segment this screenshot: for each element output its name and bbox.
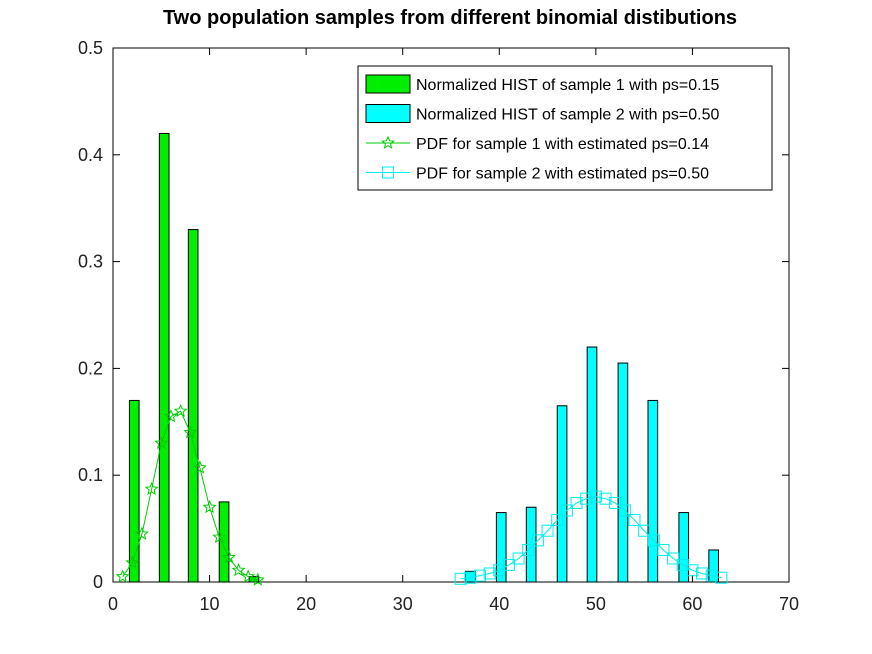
square-marker (628, 514, 641, 527)
y-tick-label: 0.1 (78, 465, 103, 485)
star-marker (154, 435, 169, 450)
x-tick-label: 30 (393, 594, 413, 614)
star-marker (144, 481, 159, 495)
bar-series-1 (128, 132, 260, 583)
legend-label: Normalized HIST of sample 2 with ps=0.50 (416, 107, 720, 124)
chart-title: Two population samples from different bi… (163, 7, 737, 29)
star-marker (192, 460, 207, 474)
pdf-line (460, 496, 722, 580)
square-marker (531, 534, 544, 547)
legend-swatch (365, 104, 411, 123)
square-marker (541, 524, 554, 537)
y-tick-label: 0.5 (78, 38, 103, 58)
bar-series-2 (464, 346, 720, 583)
bar (678, 512, 690, 583)
square-marker (705, 569, 718, 582)
star-marker (241, 569, 256, 583)
legend: Normalized HIST of sample 1 with ps=0.15… (357, 65, 773, 191)
axes-box (112, 47, 790, 583)
x-tick-label: 60 (682, 594, 702, 614)
square-marker (522, 543, 535, 556)
legend-star-marker (381, 135, 395, 149)
y-tick-label: 0.2 (78, 358, 103, 378)
legend-label: Normalized HIST of sample 1 with ps=0.15 (416, 77, 720, 94)
square-marker (609, 496, 622, 509)
bar (128, 399, 140, 583)
square-marker (696, 567, 709, 580)
bar (495, 512, 507, 583)
x-tick-label: 10 (200, 594, 220, 614)
square-marker (715, 571, 728, 584)
legend-label: PDF for sample 2 with estimated ps=0.50 (416, 166, 709, 183)
x-tick-label: 20 (296, 594, 316, 614)
square-marker (686, 564, 699, 577)
star-marker (115, 569, 130, 583)
bar (586, 346, 598, 583)
y-tick-label: 0.3 (78, 252, 103, 272)
star-marker (173, 403, 188, 418)
pdf-series-2 (454, 490, 728, 585)
bar (218, 501, 230, 583)
x-tick-label: 0 (108, 594, 118, 614)
bar (647, 399, 659, 583)
square-marker (464, 571, 477, 584)
star-marker (202, 499, 217, 514)
pdf-line (122, 410, 259, 581)
square-marker (570, 496, 583, 509)
bar (617, 362, 629, 583)
square-marker (560, 504, 573, 517)
square-marker (657, 543, 670, 556)
bar (187, 229, 199, 583)
square-marker (618, 504, 631, 517)
square-marker (512, 552, 525, 565)
x-tick-label: 40 (489, 594, 509, 614)
star-marker (125, 555, 140, 569)
square-marker (599, 492, 612, 505)
legend-square-marker (382, 166, 394, 179)
x-tick-label: 50 (586, 594, 606, 614)
square-marker (647, 534, 660, 547)
star-marker (163, 409, 178, 423)
star-marker (183, 425, 198, 439)
square-marker (483, 567, 496, 580)
square-marker (454, 572, 467, 585)
y-tick-label: 0.4 (78, 145, 103, 165)
x-tick-label: 70 (779, 594, 799, 614)
legend-swatch (365, 74, 411, 94)
star-marker (135, 526, 149, 540)
square-marker (551, 514, 564, 527)
square-marker (473, 569, 486, 582)
bar (556, 405, 568, 583)
y-tick-label: 0 (93, 572, 103, 592)
plot-area: 0 10 20 30 40 50 60 70 0 0.1 0.2 0.3 0.4 0.5 (78, 38, 799, 614)
bar (158, 132, 170, 583)
star-marker (250, 572, 265, 586)
square-marker (580, 492, 593, 505)
star-marker (221, 550, 236, 564)
square-marker (638, 524, 651, 537)
legend-box (357, 65, 773, 191)
square-marker (589, 490, 602, 503)
star-marker (212, 529, 227, 544)
star-marker (231, 562, 246, 577)
bar (708, 549, 720, 583)
square-marker (667, 552, 680, 565)
legend-label: PDF for sample 1 with estimated ps=0.14 (416, 136, 709, 153)
square-marker (502, 558, 515, 571)
pdf-series-1 (115, 403, 265, 586)
